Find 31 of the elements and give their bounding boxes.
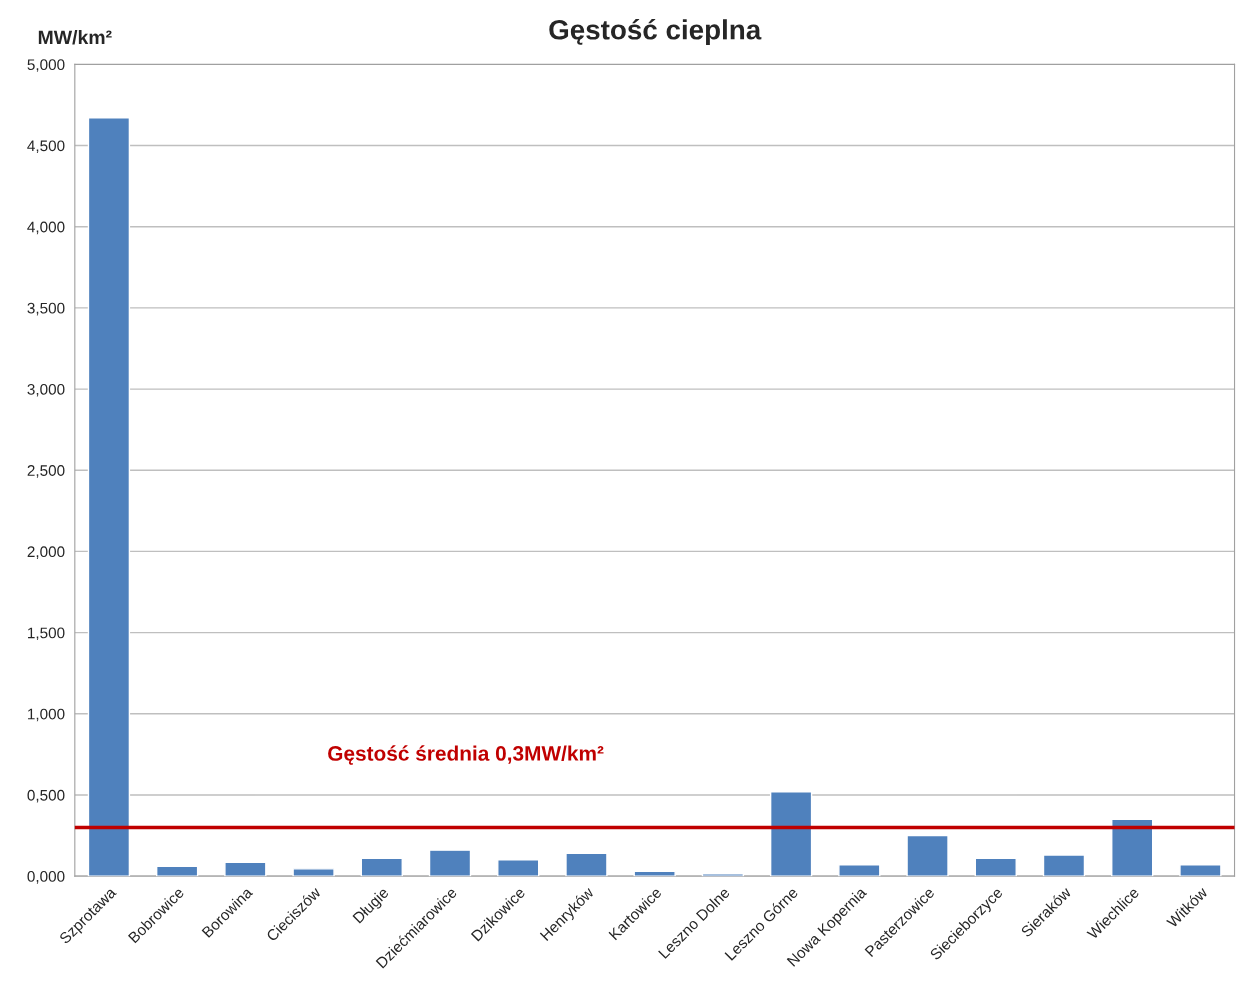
y-tick-label: 4,500 <box>27 140 65 154</box>
bar <box>769 791 813 877</box>
y-tick-label: 2,500 <box>27 465 65 478</box>
y-axis-title: MW/km² <box>38 29 112 45</box>
bar <box>292 868 335 877</box>
bar <box>497 859 540 877</box>
y-tick-label: 5,000 <box>27 59 65 72</box>
bar <box>224 861 267 877</box>
y-tick-label: 0,500 <box>27 789 65 803</box>
bar <box>838 864 881 877</box>
bar <box>701 873 745 877</box>
ref-line-label: Gęstość średnia 0,3MW/km² <box>328 745 604 765</box>
y-tick-label: 0,000 <box>27 871 65 884</box>
bar <box>87 117 131 877</box>
y-tick-label: 3,500 <box>27 302 65 316</box>
bar <box>1179 864 1222 877</box>
y-tick-label: 2,000 <box>27 546 65 559</box>
bar <box>906 834 949 877</box>
y-tick-label: 1,000 <box>28 708 65 722</box>
chart-title: Gęstość cieplna <box>549 18 762 46</box>
bar <box>428 849 472 877</box>
bar <box>565 852 608 877</box>
bar <box>974 857 1017 877</box>
bar <box>155 865 199 877</box>
bar <box>633 870 676 877</box>
y-tick-label: 1,500 <box>28 627 65 641</box>
bar <box>1042 854 1086 877</box>
bar <box>1111 818 1154 877</box>
bar <box>360 857 403 877</box>
y-tick-label: 4,000 <box>27 221 65 235</box>
y-tick-label: 3,000 <box>27 383 65 397</box>
